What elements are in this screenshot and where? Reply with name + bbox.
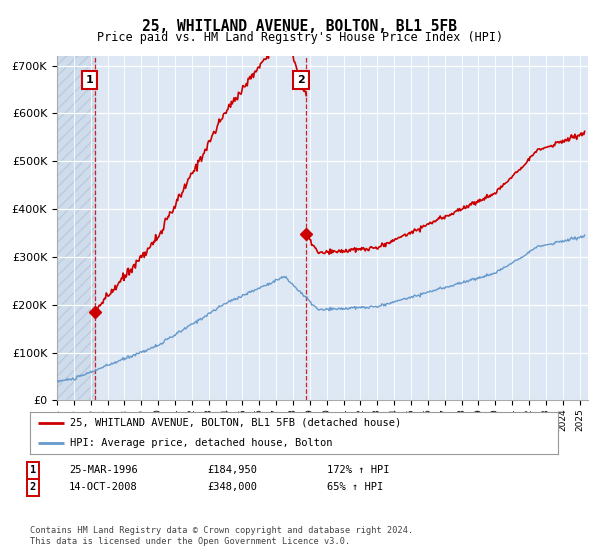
Text: 25-MAR-1996: 25-MAR-1996 (69, 465, 138, 475)
Text: 65% ↑ HPI: 65% ↑ HPI (327, 482, 383, 492)
Text: 25, WHITLAND AVENUE, BOLTON, BL1 5FB (detached house): 25, WHITLAND AVENUE, BOLTON, BL1 5FB (de… (70, 418, 401, 428)
Bar (57, 56, 95, 400)
Bar (57, 56, 95, 400)
Text: 1: 1 (86, 75, 94, 85)
Text: 1: 1 (30, 465, 36, 475)
Text: £184,950: £184,950 (207, 465, 257, 475)
Text: 14-OCT-2008: 14-OCT-2008 (69, 482, 138, 492)
Text: HPI: Average price, detached house, Bolton: HPI: Average price, detached house, Bolt… (70, 438, 332, 448)
Text: 172% ↑ HPI: 172% ↑ HPI (327, 465, 389, 475)
Text: 2: 2 (298, 75, 305, 85)
Text: 2: 2 (30, 482, 36, 492)
Text: Contains HM Land Registry data © Crown copyright and database right 2024.
This d: Contains HM Land Registry data © Crown c… (30, 526, 413, 546)
Text: Price paid vs. HM Land Registry's House Price Index (HPI): Price paid vs. HM Land Registry's House … (97, 31, 503, 44)
Text: £348,000: £348,000 (207, 482, 257, 492)
Text: 25, WHITLAND AVENUE, BOLTON, BL1 5FB: 25, WHITLAND AVENUE, BOLTON, BL1 5FB (143, 19, 458, 34)
